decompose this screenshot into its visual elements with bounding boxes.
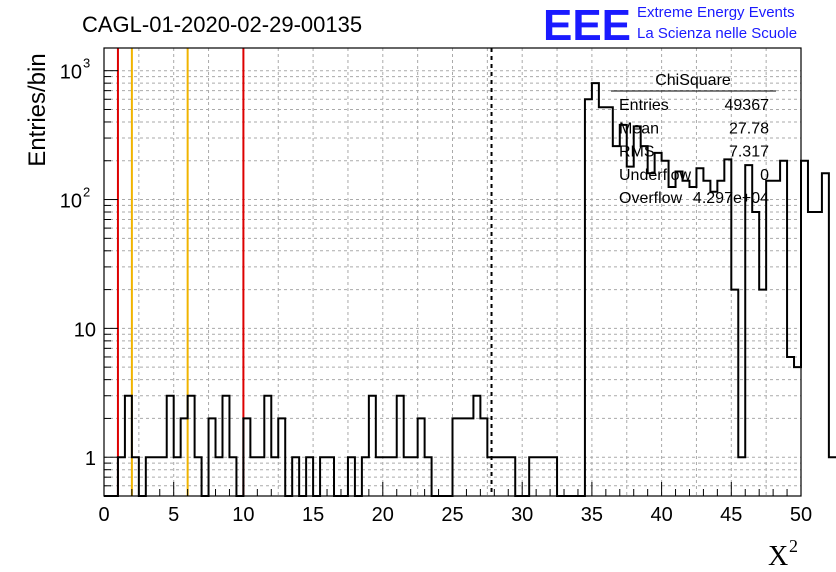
stats-value: 27.78 [729, 120, 769, 137]
histogram-outline [104, 82, 836, 497]
logo-line-1: Extreme Energy Events [637, 4, 795, 21]
x-tick-label: 50 [790, 504, 812, 526]
stats-value: 0 [760, 167, 769, 184]
x-tick-label: 15 [302, 504, 324, 526]
x-axis: 0 5 10 15 20 25 30 35 40 45 50 [98, 482, 812, 526]
stats-value: 7.317 [729, 144, 769, 161]
stats-name: ChiSquare [655, 72, 731, 89]
x-tick-label: 25 [441, 504, 463, 526]
x-axis-label: X [768, 541, 788, 572]
y-tick-label: 10 [60, 62, 82, 84]
stats-box: ChiSquare Entries 49367 Mean 27.78 RMS 7.317 U… [611, 72, 776, 207]
y-tick-label: 10 [74, 319, 96, 341]
stats-label: Overflow [619, 190, 683, 207]
y-tick-exponent: 2 [83, 185, 90, 200]
x-axis-label-sup: 2 [789, 536, 798, 556]
x-tick-label: 40 [650, 504, 672, 526]
stats-label: RMS [619, 144, 655, 161]
eee-logo: EEE Extreme Energy Events La Scienza nel… [543, 1, 797, 50]
x-tick-label: 0 [98, 504, 109, 526]
logo-line-2: La Scienza nelle Scuole [637, 25, 797, 42]
logo-mark: EEE [543, 1, 631, 50]
x-tick-label: 35 [581, 504, 603, 526]
stats-label: Mean [619, 120, 659, 137]
x-tick-label: 20 [372, 504, 394, 526]
x-tick-label: 5 [168, 504, 179, 526]
y-axis-label: Entries/bin [24, 53, 51, 166]
y-tick-exponent: 3 [83, 56, 90, 71]
x-tick-label: 45 [720, 504, 742, 526]
x-tick-label: 30 [511, 504, 533, 526]
stats-value: 49367 [725, 97, 770, 114]
stats-label: Entries [619, 97, 669, 114]
run-title: CAGL-01-2020-02-29-00135 [82, 12, 362, 37]
y-tick-label: 1 [85, 448, 96, 470]
stats-value: 4.297e+04 [693, 190, 769, 207]
stats-rows: Entries 49367 Mean 27.78 RMS 7.317 Underflow 0 O… [619, 97, 769, 207]
y-tick-label: 10 [60, 191, 82, 213]
x-tick-label: 10 [232, 504, 254, 526]
stats-label: Underflow [619, 167, 691, 184]
